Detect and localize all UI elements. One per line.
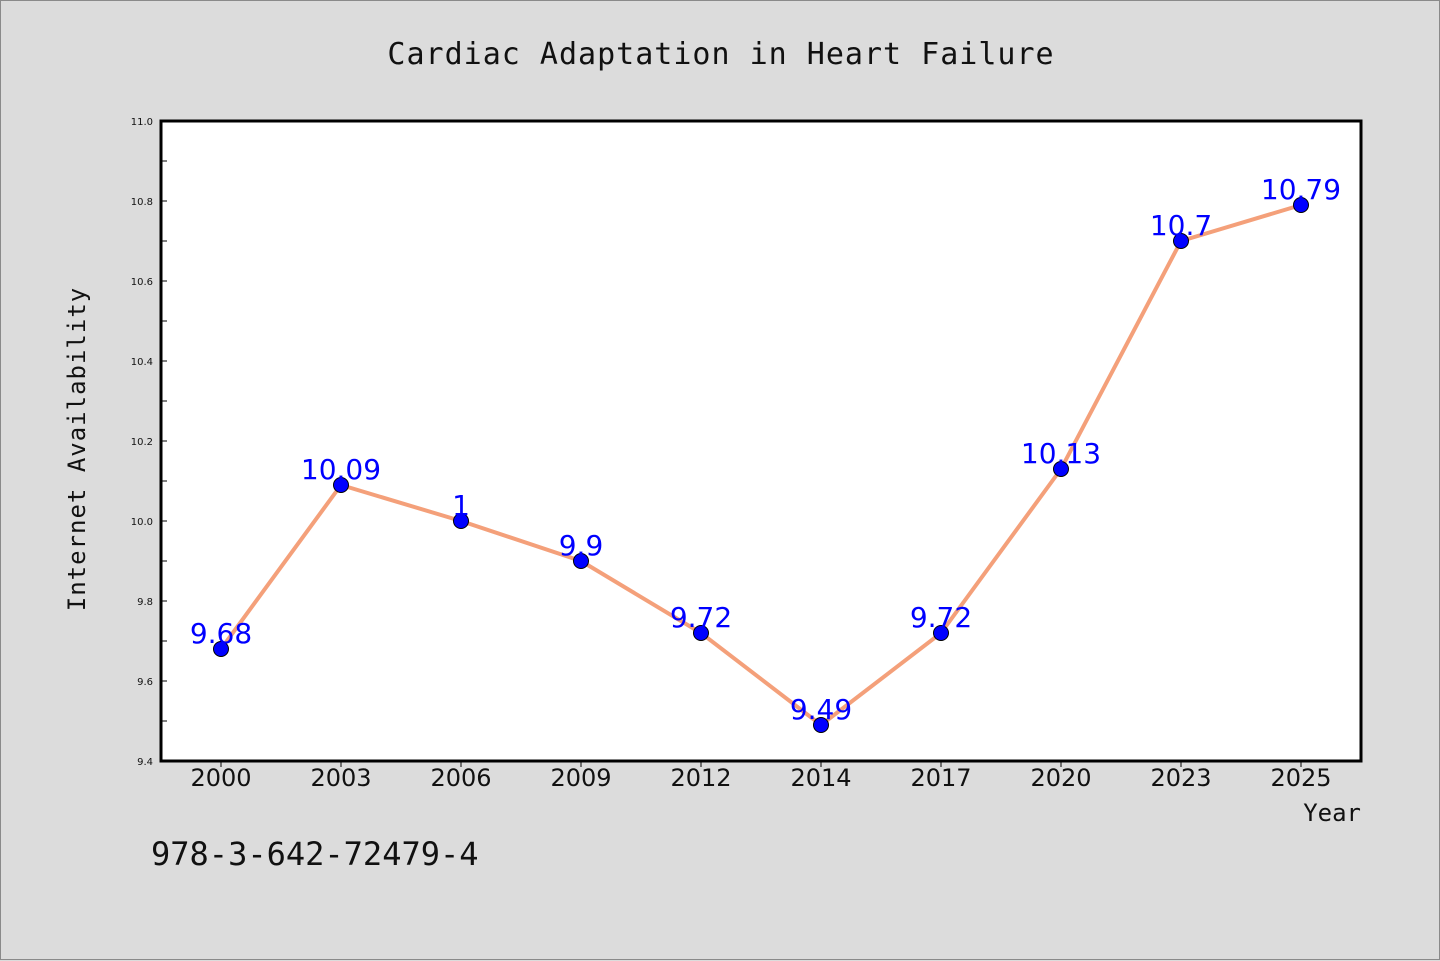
x-tick-label: 2009	[550, 764, 611, 792]
data-point	[333, 477, 349, 493]
chart-title: Cardiac Adaptation in Heart Failure	[387, 37, 1054, 72]
data-label: 9.72	[670, 601, 732, 634]
data-labels: 9.68 10.09 1 9.9 9.72 9.49 9.72 10.13 10.7 10.79	[190, 173, 1341, 726]
x-axis: 2000 2003 2006 2009 2012 2014 2017 2020 2023 2025	[190, 761, 1332, 792]
plot-area	[161, 121, 1361, 761]
y-tick-label: 10.6	[131, 277, 153, 288]
y-tick-label: 10.8	[131, 197, 153, 208]
y-axis-label: Internet Availability	[63, 287, 91, 611]
x-tick-label: 2000	[190, 764, 251, 792]
plot-border	[159, 119, 1363, 763]
data-label: 9.9	[559, 529, 604, 562]
x-tick-label: 2014	[790, 764, 851, 792]
data-label: 9.72	[910, 601, 972, 634]
data-point	[1053, 461, 1069, 477]
x-tick-label: 2020	[1030, 764, 1091, 792]
y-tick-label: 9.6	[137, 677, 153, 688]
data-label: 9.49	[790, 693, 852, 726]
data-point	[1293, 197, 1309, 213]
data-point	[573, 553, 589, 569]
series-line	[219, 203, 1302, 727]
data-point	[453, 513, 469, 529]
data-label: 9.68	[190, 617, 252, 650]
data-label: 10.13	[1021, 437, 1101, 470]
y-tick-label: 10.2	[131, 437, 153, 448]
data-label: 10.79	[1261, 173, 1341, 206]
y-tick-label: 9.4	[137, 757, 153, 768]
y-tick-label: 10.0	[131, 517, 153, 528]
y-tick-label: 10.4	[131, 357, 153, 368]
x-tick-label: 2003	[310, 764, 371, 792]
data-point	[693, 625, 709, 641]
data-label: 1	[452, 489, 470, 522]
footnote-text: 978-3-642-72479-4	[151, 835, 479, 873]
x-tick-label: 2006	[430, 764, 491, 792]
data-point	[813, 717, 829, 733]
data-markers	[213, 197, 1309, 733]
data-label: 10.7	[1150, 209, 1212, 242]
y-tick-label: 11.0	[131, 117, 153, 128]
data-point	[213, 641, 229, 657]
x-tick-label: 2023	[1150, 764, 1211, 792]
x-tick-label: 2017	[910, 764, 971, 792]
data-point	[1173, 233, 1189, 249]
data-point	[933, 625, 949, 641]
data-label: 10.09	[301, 453, 381, 486]
x-tick-label: 2012	[670, 764, 731, 792]
x-tick-label: 2025	[1270, 764, 1331, 792]
y-tick-label: 9.8	[137, 597, 153, 608]
x-axis-label: Year	[1303, 799, 1361, 827]
